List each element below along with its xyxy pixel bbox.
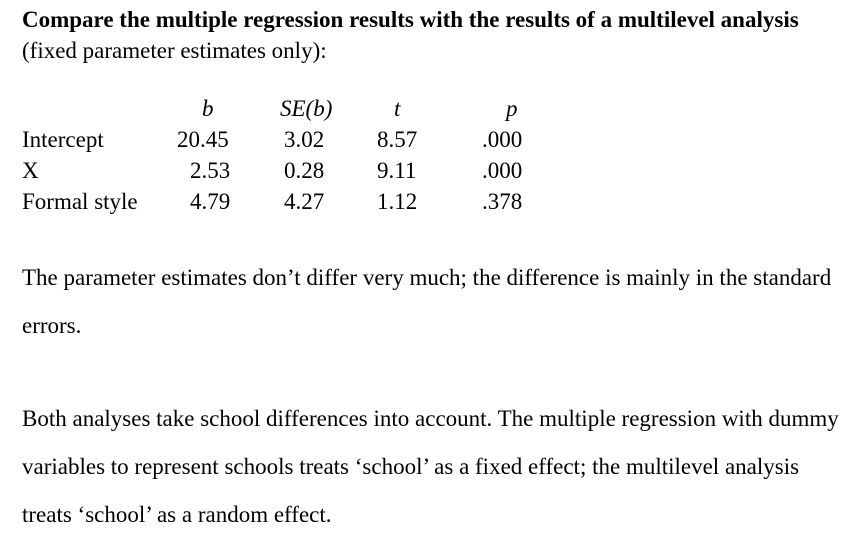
paragraph-estimates: The parameter estimates don’t differ ver…	[22, 265, 832, 338]
cell-t: 9.11	[377, 158, 417, 183]
cell-t: 1.12	[377, 189, 418, 214]
paragraph-analyses: Both analyses take school differences in…	[22, 406, 839, 527]
table-row: Formal style 4.79 4.27 1.12 .378	[22, 189, 582, 220]
cell-b: 20.45	[177, 127, 229, 152]
table-row: X 2.53 0.28 9.11 .000	[22, 158, 582, 189]
table-header-row: b SE(b) t p	[22, 96, 582, 127]
heading-normal-text: (fixed parameter estimates only):	[22, 38, 327, 63]
cell-p: .000	[482, 158, 523, 183]
cell-se: 0.28	[284, 158, 325, 183]
header-b: b	[202, 96, 214, 121]
question-heading: Compare the multiple regression results …	[22, 4, 852, 66]
cell-p: .378	[482, 189, 523, 214]
cell-se: 4.27	[284, 189, 325, 214]
results-table: b SE(b) t p Intercept 20.45 3.02 8.57 .0…	[22, 96, 582, 220]
header-p: p	[506, 96, 518, 121]
header-se: SE(b)	[280, 96, 333, 121]
cell-se: 3.02	[284, 127, 325, 152]
cell-b: 4.79	[190, 189, 231, 214]
row-label: X	[22, 158, 39, 183]
cell-p: .000	[482, 127, 523, 152]
cell-b: 2.53	[190, 158, 231, 183]
header-t: t	[394, 96, 401, 121]
row-label: Intercept	[22, 127, 104, 152]
heading-bold-text: Compare the multiple regression results …	[22, 7, 799, 32]
cell-t: 8.57	[377, 127, 418, 152]
table-row: Intercept 20.45 3.02 8.57 .000	[22, 127, 582, 158]
row-label: Formal style	[22, 189, 138, 214]
